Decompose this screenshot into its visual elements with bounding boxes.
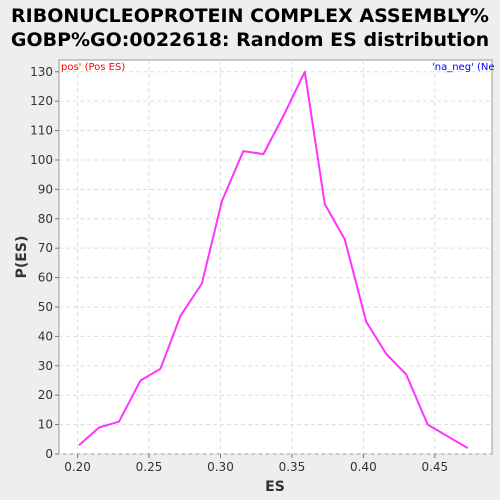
x-axis-label: ES	[265, 479, 285, 495]
chart-title-line-1: RIBONUCLEOPROTEIN COMPLEX ASSEMBLY%	[11, 5, 489, 27]
y-tick-label: 60	[38, 271, 53, 285]
x-tick-label: 0.25	[136, 460, 163, 474]
y-tick-label: 110	[30, 124, 53, 138]
legend-pos-es: pos' (Pos ES)	[61, 62, 125, 73]
y-axis-ticks: 0 10 20 30 40 50 60 70 80 90 100 110 120 130	[30, 65, 59, 461]
x-axis-ticks: 0.20 0.25 0.30 0.35 0.40 0.45	[64, 454, 448, 474]
es-distribution-line	[78, 70, 469, 449]
chart-title-line-2: GOBP%GO:0022618: Random ES distribution	[11, 29, 489, 51]
y-tick-label: 10	[38, 418, 53, 432]
x-tick-label: 0.35	[279, 460, 306, 474]
plot-area	[58, 59, 493, 455]
y-tick-label: 0	[45, 447, 53, 461]
series-lines	[78, 70, 469, 449]
y-tick-label: 50	[38, 300, 53, 314]
y-tick-label: 20	[38, 388, 53, 402]
x-tick-label: 0.30	[207, 460, 234, 474]
y-tick-label: 120	[30, 94, 53, 108]
y-tick-label: 90	[38, 182, 53, 196]
y-tick-label: 70	[38, 241, 53, 255]
y-tick-label: 130	[30, 65, 53, 79]
x-tick-label: 0.45	[421, 460, 448, 474]
y-tick-label: 100	[30, 153, 53, 167]
x-tick-label: 0.40	[350, 460, 377, 474]
y-tick-label: 30	[38, 359, 53, 373]
legend-na-neg: 'na_neg' (Ne	[432, 62, 495, 73]
y-tick-label: 40	[38, 329, 53, 343]
grid-lines	[59, 60, 492, 455]
y-axis-label: P(ES)	[14, 236, 30, 279]
y-tick-label: 80	[38, 212, 53, 226]
x-tick-label: 0.20	[64, 460, 91, 474]
